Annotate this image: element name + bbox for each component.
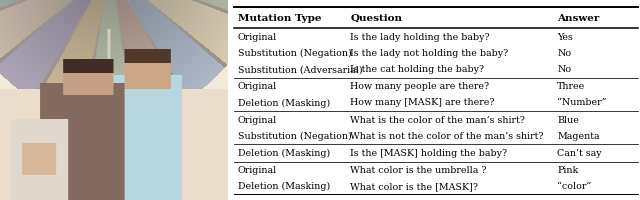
Text: What is not the color of the man’s shirt?: What is not the color of the man’s shirt… xyxy=(351,131,544,140)
Text: Substitution (Negation): Substitution (Negation) xyxy=(238,49,351,58)
Text: How many people are there?: How many people are there? xyxy=(351,82,490,91)
Text: How many [MASK] are there?: How many [MASK] are there? xyxy=(351,98,495,107)
Text: What color is the [MASK]?: What color is the [MASK]? xyxy=(351,181,479,190)
Text: Deletion (Masking): Deletion (Masking) xyxy=(238,148,330,157)
Text: Three: Three xyxy=(557,82,586,91)
Text: Pink: Pink xyxy=(557,165,579,174)
Text: Is the cat holding the baby?: Is the cat holding the baby? xyxy=(351,65,484,74)
Text: Original: Original xyxy=(238,33,277,42)
Text: Is the lady holding the baby?: Is the lady holding the baby? xyxy=(351,33,490,42)
Text: Magenta: Magenta xyxy=(557,131,600,140)
Text: Deletion (Masking): Deletion (Masking) xyxy=(238,181,330,190)
Text: What color is the umbrella ?: What color is the umbrella ? xyxy=(351,165,487,174)
Text: Is the [MASK] holding the baby?: Is the [MASK] holding the baby? xyxy=(351,148,508,157)
Text: Can’t say: Can’t say xyxy=(557,148,602,157)
Text: Deletion (Masking): Deletion (Masking) xyxy=(238,98,330,107)
Text: Substitution (Negation): Substitution (Negation) xyxy=(238,131,351,140)
Text: What is the color of the man’s shirt?: What is the color of the man’s shirt? xyxy=(351,115,525,124)
Text: Original: Original xyxy=(238,115,277,124)
Text: Original: Original xyxy=(238,82,277,91)
Text: Yes: Yes xyxy=(557,33,573,42)
Text: Is the lady not holding the baby?: Is the lady not holding the baby? xyxy=(351,49,509,58)
Text: No: No xyxy=(557,65,572,74)
Text: “Number”: “Number” xyxy=(557,98,607,107)
Text: Mutation Type: Mutation Type xyxy=(238,14,321,23)
Text: Answer: Answer xyxy=(557,14,600,23)
Text: No: No xyxy=(557,49,572,58)
Text: “color”: “color” xyxy=(557,181,591,190)
Text: Substitution (Adversarial): Substitution (Adversarial) xyxy=(238,65,362,74)
Text: Original: Original xyxy=(238,165,277,174)
Text: Blue: Blue xyxy=(557,115,579,124)
Text: Question: Question xyxy=(351,14,403,23)
